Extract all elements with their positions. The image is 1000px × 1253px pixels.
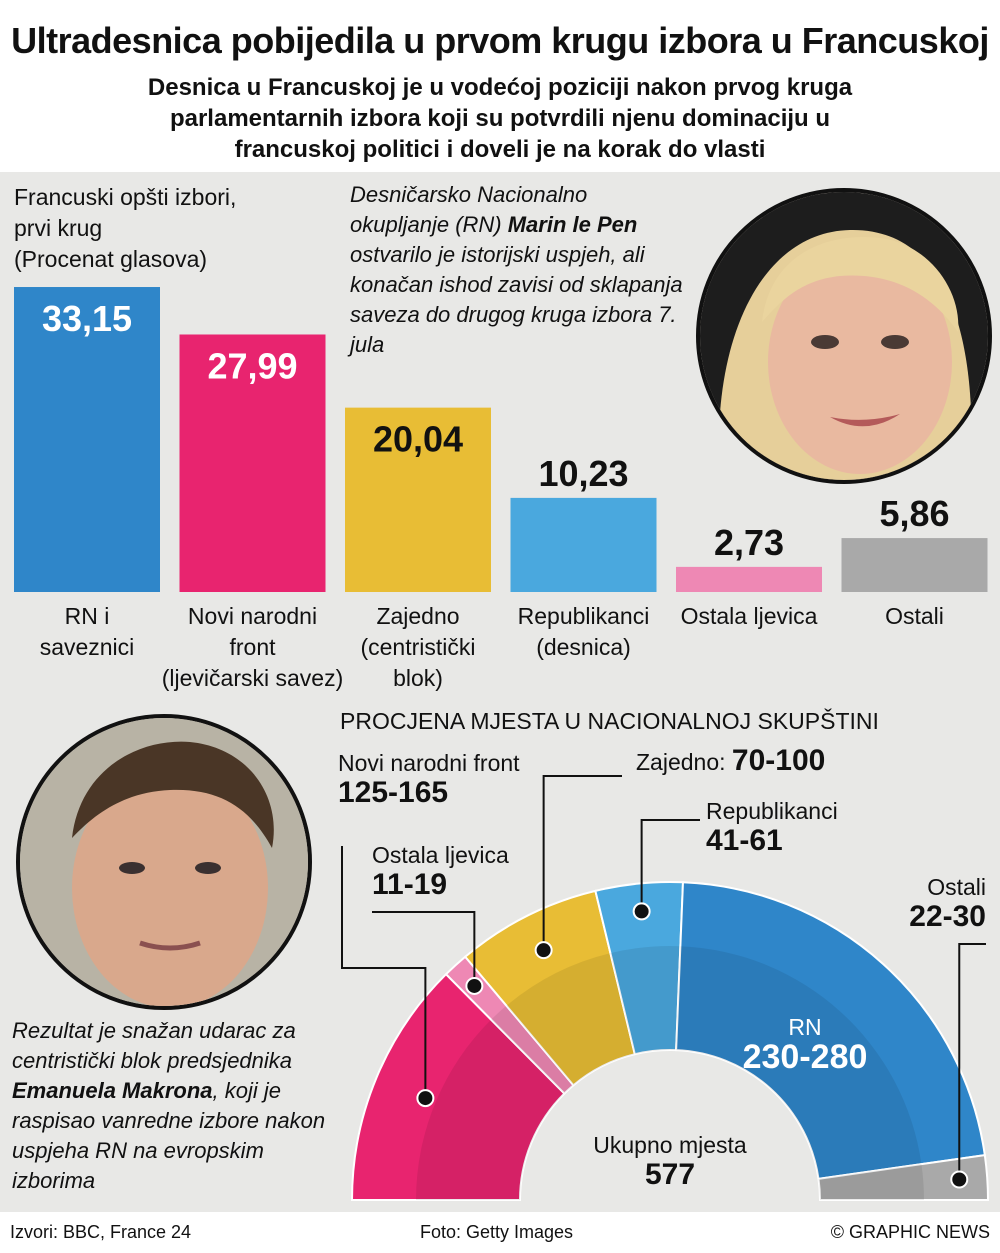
photo-credit: Foto: Getty Images bbox=[420, 1222, 574, 1242]
macron-portrait-icon bbox=[20, 718, 308, 1006]
le-pen-photo bbox=[696, 188, 992, 484]
seat-total-value: 577 bbox=[644, 1158, 696, 1191]
leader-line bbox=[372, 911, 476, 986]
leader-dot bbox=[632, 902, 651, 921]
leader-line bbox=[341, 846, 427, 1099]
header: Ultradesnica pobijedila u prvom krugu iz… bbox=[0, 0, 1000, 172]
seat-label-range: 22-30 bbox=[909, 900, 986, 933]
seat-total: Ukupno mjesta 577 bbox=[570, 1130, 770, 1190]
leader-line bbox=[640, 819, 700, 912]
quote-text: ostvarilo je istorijski uspjeh, ali kona… bbox=[350, 242, 683, 357]
leader-dot bbox=[465, 976, 484, 995]
bar bbox=[510, 497, 657, 592]
sources-text: Izvori: BBC, France 24 bbox=[10, 1222, 192, 1242]
seat-label-range: 230-280 bbox=[742, 1038, 868, 1076]
seat-label-ostala-ljevica: Ostala ljevica 11-19 bbox=[372, 840, 509, 900]
macron-quote: Rezultat je snažan udarac za centrističk… bbox=[12, 1016, 342, 1196]
bar-category-label: (desnica) bbox=[536, 634, 631, 660]
seat-label-name: Ostali bbox=[927, 874, 986, 900]
quote-name: Emanuela Makrona bbox=[12, 1078, 213, 1103]
seat-segment bbox=[675, 881, 986, 1180]
bar-category-label: blok) bbox=[393, 665, 443, 691]
bar-category-label: front bbox=[229, 634, 276, 660]
bar bbox=[676, 566, 822, 592]
seat-label-name: RN bbox=[788, 1014, 822, 1040]
seat-segment bbox=[350, 972, 566, 1201]
quote-text: Rezultat je snažan udarac za centrističk… bbox=[12, 1018, 296, 1073]
quote-name: Marin le Pen bbox=[507, 212, 638, 237]
le-pen-portrait-icon bbox=[700, 192, 988, 480]
leader-dot bbox=[950, 1170, 969, 1189]
leader-line bbox=[542, 775, 622, 951]
bar-value-label: 5,86 bbox=[879, 493, 949, 534]
seat-label-republikanci: Republikanci 41-61 bbox=[706, 796, 838, 856]
page-title: Ultradesnica pobijedila u prvom krugu iz… bbox=[11, 20, 989, 61]
bar-chart-title-line: prvi krug bbox=[14, 215, 103, 241]
seat-label-novi-narodni-front: Novi narodni front 125-165 bbox=[338, 748, 520, 808]
bar-chart-title-line: (Procenat glasova) bbox=[14, 246, 208, 272]
bar-value-label: 2,73 bbox=[714, 522, 784, 563]
bar-category-label: (centristički bbox=[360, 634, 475, 660]
seat-label-range: 125-165 bbox=[338, 776, 449, 809]
seat-segment-band bbox=[416, 1019, 565, 1200]
bar-category-label: saveznici bbox=[40, 634, 135, 660]
bar-chart-title-line: Francuski opšti izbori, bbox=[14, 184, 237, 210]
bar bbox=[841, 538, 988, 592]
seat-label-range: 11-19 bbox=[372, 868, 448, 901]
bar-value-label: 33,15 bbox=[42, 298, 132, 339]
bar-category-label: Novi narodni bbox=[188, 603, 317, 629]
bar-value-label: 20,04 bbox=[373, 419, 463, 460]
seat-label-range: 41-61 bbox=[706, 824, 783, 857]
bar-value-label: 27,99 bbox=[207, 345, 297, 386]
seat-label-name: Ostala ljevica bbox=[372, 842, 509, 868]
bar-category-label: Ostala ljevica bbox=[681, 603, 818, 629]
bar-category-label: (ljevičarski savez) bbox=[162, 665, 343, 691]
macron-photo bbox=[16, 714, 312, 1010]
seat-segment-band bbox=[491, 1005, 574, 1094]
bar-category-label: Ostali bbox=[885, 603, 944, 629]
leader-line bbox=[958, 943, 986, 1180]
seat-total-label: Ukupno mjesta bbox=[593, 1132, 747, 1158]
seat-label-name: Novi narodni front bbox=[338, 750, 520, 776]
vote-share-bar-chart: 33,15 RN i saveznici 27,99 Novi narodni front… bbox=[14, 287, 988, 691]
quote-text: , koji je raspisao vanredne izbore nakon… bbox=[12, 1078, 326, 1193]
seat-label-name: Republikanci bbox=[706, 798, 838, 824]
footer: Izvori: BBC, France 24 Foto: Getty Image… bbox=[0, 1212, 1000, 1253]
graphic-credit: © GRAPHIC NEWS bbox=[830, 1222, 990, 1242]
le-pen-quote: Desničarsko Nacionalno okupljanje (RN) M… bbox=[350, 180, 690, 360]
bar bbox=[179, 334, 326, 592]
quote-text: Desničarsko Nacionalno okupljanje (RN) bbox=[350, 182, 588, 237]
bar-chart-title: Francuski opšti izbori, prvi krug (Proce… bbox=[14, 182, 314, 275]
bar-category-label: RN i bbox=[65, 603, 110, 629]
seat-segment bbox=[817, 1153, 990, 1201]
seat-segment-band bbox=[610, 946, 681, 1055]
page-subtitle: Desnica u Francuskoj je u vodećoj pozici… bbox=[147, 74, 853, 163]
leader-dot bbox=[534, 941, 553, 960]
seat-label-rn: RN 230-280 bbox=[730, 1012, 880, 1076]
leader-dot bbox=[416, 1089, 435, 1108]
seat-segment-band bbox=[818, 1164, 924, 1200]
bar bbox=[345, 407, 491, 592]
seats-chart-title: PROCJENA MJESTA U NACIONALNOJ SKUPŠTINI bbox=[340, 708, 879, 734]
bar-category-label: Zajedno bbox=[376, 603, 459, 629]
bar bbox=[14, 287, 160, 592]
seat-label-name: Zajedno: bbox=[636, 749, 726, 775]
seat-label-zajedno: Zajedno: 70-100 bbox=[636, 746, 825, 777]
seat-segment-band bbox=[676, 946, 922, 1179]
seat-label-ostali: Ostali 22-30 bbox=[900, 872, 986, 932]
bar-category-label: Republikanci bbox=[518, 603, 650, 629]
bar-value-label: 10,23 bbox=[538, 453, 628, 494]
seat-label-range: 70-100 bbox=[731, 744, 826, 777]
seat-segment-band bbox=[506, 953, 635, 1086]
